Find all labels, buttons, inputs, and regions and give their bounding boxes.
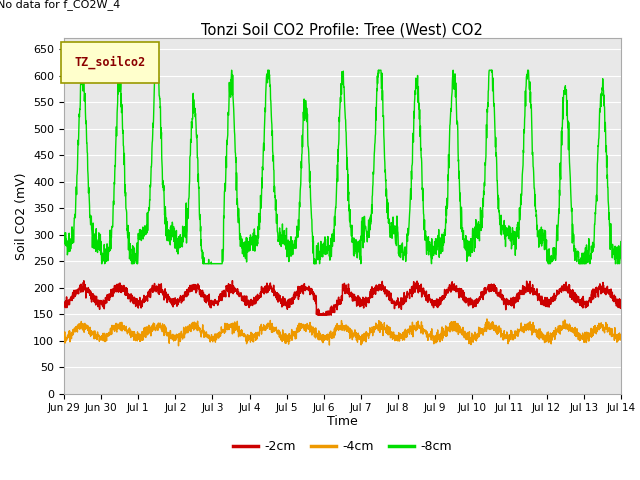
Text: No data for f_CO2W_4: No data for f_CO2W_4 [0, 0, 120, 10]
Y-axis label: Soil CO2 (mV): Soil CO2 (mV) [15, 172, 28, 260]
Legend: -2cm, -4cm, -8cm: -2cm, -4cm, -8cm [228, 435, 456, 458]
FancyBboxPatch shape [61, 42, 159, 83]
Title: Tonzi Soil CO2 Profile: Tree (West) CO2: Tonzi Soil CO2 Profile: Tree (West) CO2 [202, 22, 483, 37]
X-axis label: Time: Time [327, 415, 358, 428]
Text: TZ_soilco2: TZ_soilco2 [75, 56, 146, 69]
